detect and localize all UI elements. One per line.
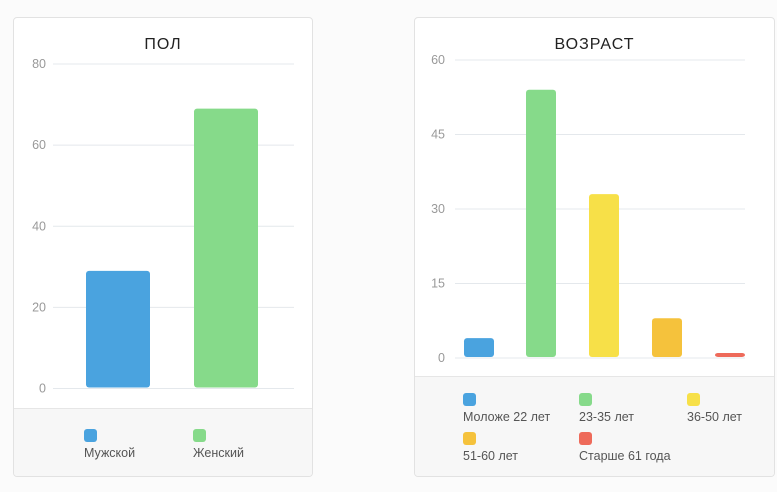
legend-label: 23-35 лет — [579, 410, 634, 424]
age-bar-chart: 0 15 30 45 60 — [431, 53, 745, 365]
legend-label: 51-60 лет — [463, 449, 518, 463]
y-tick-label: 60 — [431, 53, 445, 67]
bar-2 — [526, 89, 556, 358]
legend-item[interactable]: Женский — [193, 429, 244, 460]
legend-item[interactable]: Мужской — [84, 429, 135, 460]
gender-bar-chart: 0 20 40 60 80 — [32, 57, 294, 396]
legend-swatch — [463, 393, 476, 406]
legend-swatch — [193, 429, 206, 442]
y-tick-label: 20 — [32, 300, 46, 314]
legend-item[interactable]: 36-50 лет — [687, 393, 742, 424]
bar-4 — [652, 318, 682, 357]
bar-5 — [715, 353, 745, 357]
legend-swatch — [579, 393, 592, 406]
chart-legend: Моложе 22 лет 23-35 лет 36-50 лет 51-60 лет… — [415, 376, 774, 476]
bar-1 — [86, 270, 150, 388]
y-tick-label: 0 — [39, 382, 46, 396]
chart-legend: Мужской Женский — [14, 408, 312, 476]
legend-label: 36-50 лет — [687, 410, 742, 424]
y-tick-label: 15 — [431, 277, 445, 291]
age-chart-card: ВОЗРАСТ 0 15 30 45 60 Моложе 22 лет 23-35 лет… — [414, 17, 775, 477]
legend-label: Моложе 22 лет — [463, 410, 551, 424]
legend-label: Старше 61 года — [579, 449, 671, 463]
y-tick-label: 45 — [431, 128, 445, 142]
chart-title: ВОЗРАСТ — [554, 36, 635, 53]
legend-item[interactable]: Старше 61 года — [579, 432, 671, 463]
legend-swatch — [687, 393, 700, 406]
legend-item[interactable]: 51-60 лет — [463, 432, 518, 463]
y-tick-label: 30 — [431, 202, 445, 216]
bar-1 — [464, 338, 494, 357]
y-tick-label: 40 — [32, 219, 46, 233]
legend-item[interactable]: Моложе 22 лет — [463, 393, 550, 424]
legend-swatch — [84, 429, 97, 442]
legend-swatch — [463, 432, 476, 445]
y-tick-label: 60 — [32, 138, 46, 152]
legend-label: Мужской — [84, 446, 136, 460]
legend-label: Женский — [193, 446, 244, 460]
chart-title: ПОЛ — [144, 36, 182, 53]
y-tick-label: 0 — [438, 351, 445, 365]
bar-2 — [194, 108, 258, 388]
legend-swatch — [579, 432, 592, 445]
gender-chart-card: ПОЛ 0 20 40 60 80 Мужской Женский — [13, 17, 313, 477]
legend-item[interactable]: 23-35 лет — [579, 393, 634, 424]
bar-3 — [589, 194, 619, 357]
y-tick-label: 80 — [32, 57, 46, 71]
